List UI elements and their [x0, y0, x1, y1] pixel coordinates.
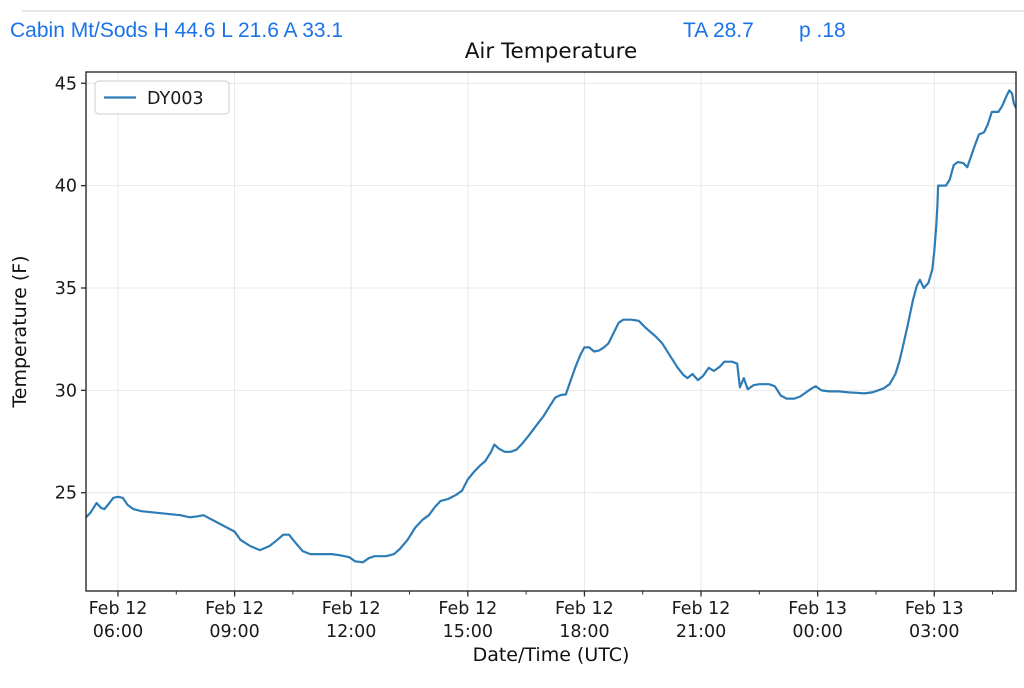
p-value-text: p .18 — [799, 19, 846, 42]
y-tick-label: 40 — [55, 177, 77, 197]
y-tick-label: 45 — [55, 74, 77, 94]
legend-box — [94, 80, 230, 115]
x-tick-label: Feb 12 12:00 — [322, 599, 381, 642]
station-summary-text: Cabin Mt/Sods H 44.6 L 21.6 A 33.1 — [10, 19, 344, 42]
y-tick-label: 30 — [55, 381, 77, 401]
x-tick-label: Feb 13 00:00 — [788, 599, 847, 642]
x-tick-label: Feb 12 15:00 — [438, 599, 497, 642]
x-axis-label: Date/Time (UTC) — [473, 644, 630, 666]
y-tick-label: 35 — [55, 279, 77, 299]
x-tick-label: Feb 12 09:00 — [205, 599, 264, 642]
x-tick-label: Feb 12 21:00 — [672, 599, 731, 642]
top-divider — [22, 10, 1024, 12]
header-bar: Cabin Mt/Sods H 44.6 L 21.6 A 33.1 TA 28… — [0, 0, 1024, 48]
legend-label: DY003 — [147, 89, 204, 109]
x-tick-label: Feb 12 18:00 — [555, 599, 614, 642]
plot-border — [85, 71, 1017, 592]
x-tick-label: Feb 13 03:00 — [905, 599, 964, 642]
x-tick-label: Feb 12 06:00 — [89, 599, 148, 642]
series-line — [86, 89, 1016, 564]
ta-value-text: TA 28.7 — [683, 19, 754, 42]
y-tick-label: 25 — [55, 484, 77, 504]
chart-title: Air Temperature — [465, 39, 638, 64]
y-axis-label: Temperature (F) — [9, 255, 31, 408]
